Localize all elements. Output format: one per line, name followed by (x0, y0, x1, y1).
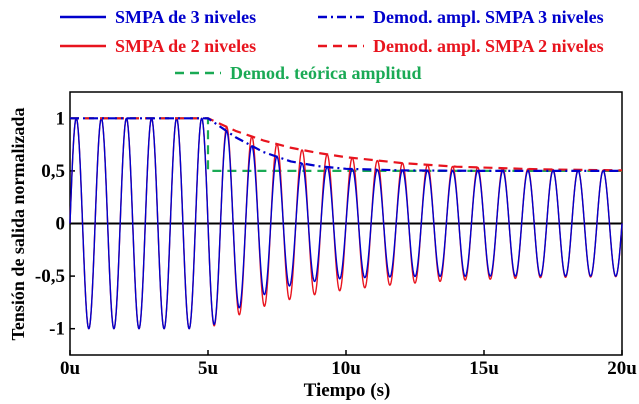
x-tick-label: 10u (331, 358, 361, 379)
series-smpa-de-3-niveles (69, 117, 623, 330)
series-demod-ampl-smpa-2-niveles (70, 117, 623, 172)
legend-label: Demod. ampl. SMPA 2 niveles (373, 36, 604, 56)
plot-area: 0u 5u 10u 15u 20u 1 0,5 0 -0,5 -1 (35, 91, 637, 379)
y-axis-label: Tensión de salida normalizada (8, 108, 28, 341)
y-tick-label: 0,5 (41, 161, 65, 182)
legend-label: SMPA de 3 niveles (115, 7, 256, 27)
legend-label: Demod. ampl. SMPA 3 niveles (373, 7, 604, 27)
x-tick-label: 0u (60, 358, 81, 379)
series-demod-ampl-smpa-3-niveles (70, 117, 622, 172)
y-tick-label: 1 (56, 108, 66, 129)
x-tick-label: 5u (198, 358, 219, 379)
axis-ticks: 0u 5u 10u 15u 20u 1 0,5 0 -0,5 -1 (35, 108, 637, 379)
x-tick-label: 15u (469, 358, 499, 379)
y-tick-label: -1 (49, 319, 65, 340)
x-tick-label: 20u (607, 358, 637, 379)
series-layer (69, 117, 623, 330)
legend-label: Demod. teórica amplitud (230, 63, 421, 83)
x-axis-label: Tiempo (s) (304, 380, 391, 401)
legend-label: SMPA de 2 niveles (115, 36, 256, 56)
legend: SMPA de 3 niveles Demod. ampl. SMPA 3 niv… (60, 7, 604, 83)
y-tick-label: -0,5 (35, 266, 65, 287)
y-tick-label: 0 (56, 214, 66, 235)
